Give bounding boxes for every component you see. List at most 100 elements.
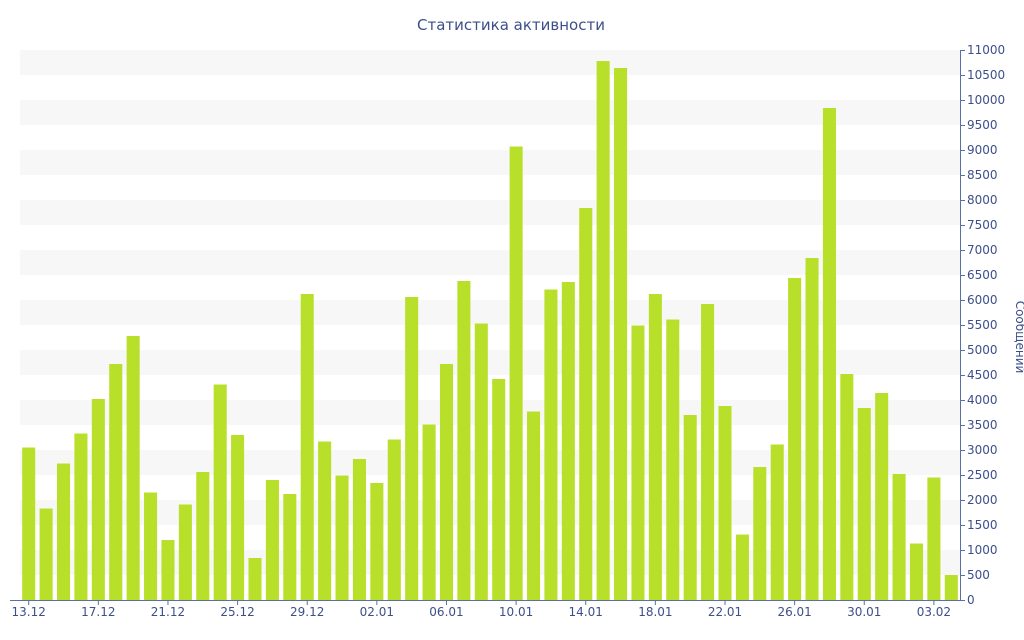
x-tick-label: 30.01 — [847, 605, 881, 619]
y-axis-label: Сообщений — [1013, 301, 1024, 374]
bar — [335, 475, 349, 600]
grid-band — [20, 100, 960, 125]
grid-band — [20, 550, 960, 575]
x-tick-label: 21.12 — [151, 605, 185, 619]
bar — [683, 415, 697, 600]
bar — [927, 477, 941, 600]
y-tick-label: 1500 — [967, 518, 998, 532]
x-tick-label: 25.12 — [220, 605, 254, 619]
grid-band — [20, 350, 960, 375]
y-tick-label: 9500 — [967, 118, 998, 132]
y-tick-label: 9000 — [967, 143, 998, 157]
bar — [39, 508, 53, 600]
x-tick-label: 03.02 — [917, 605, 951, 619]
y-tick-label: 2500 — [967, 468, 998, 482]
x-tick-label: 17.12 — [81, 605, 115, 619]
x-tick-label: 06.01 — [429, 605, 463, 619]
bar — [22, 447, 36, 600]
bar-series — [22, 61, 958, 600]
bar — [387, 439, 401, 600]
bar — [283, 494, 297, 600]
bar — [231, 435, 245, 600]
y-tick-label: 2000 — [967, 493, 998, 507]
bar — [213, 384, 227, 600]
bar — [579, 208, 593, 600]
grid-band — [20, 300, 960, 325]
bar — [718, 406, 732, 600]
bar — [788, 278, 802, 600]
y-tick-label: 8500 — [967, 168, 998, 182]
y-tick-label: 10500 — [967, 68, 1005, 82]
bar — [735, 534, 749, 600]
y-tick-label: 1000 — [967, 543, 998, 557]
bar — [352, 459, 366, 600]
y-tick-label: 500 — [967, 568, 990, 582]
y-tick-label: 5000 — [967, 343, 998, 357]
x-axis-ticks: 13.12 17.12 21.12 25.12 29.12 02.01 06.01 10.01… — [12, 600, 951, 619]
bar — [74, 433, 88, 600]
bar — [631, 325, 645, 600]
bar — [248, 558, 262, 600]
bar — [614, 68, 628, 600]
bar — [857, 408, 871, 600]
bar — [526, 411, 541, 600]
y-axis-ticks: 0 500 1000 1500 2000 2500 3000 3500 4000 4500 5000… — [960, 43, 1005, 607]
y-tick-label: 11000 — [967, 43, 1005, 57]
grid-band — [20, 50, 960, 75]
bar — [161, 540, 175, 600]
bar — [892, 474, 906, 600]
grid-bands — [20, 50, 960, 575]
bar — [753, 467, 767, 600]
bar — [544, 289, 558, 600]
grid-band — [20, 200, 960, 225]
bar — [56, 463, 71, 600]
bar — [701, 304, 715, 600]
x-tick-label: 22.01 — [708, 605, 742, 619]
bar — [422, 424, 436, 600]
grid-band — [20, 500, 960, 525]
bar — [805, 258, 819, 600]
bar — [596, 61, 610, 600]
x-tick-label: 29.12 — [290, 605, 324, 619]
bar — [178, 504, 192, 600]
bar — [318, 441, 332, 600]
bar — [300, 294, 314, 600]
x-tick-label: 26.01 — [777, 605, 811, 619]
bar — [370, 483, 384, 600]
grid-band — [20, 250, 960, 275]
bar — [91, 399, 105, 600]
grid-band — [20, 400, 960, 425]
bar — [944, 575, 958, 600]
grid-band — [20, 150, 960, 175]
bar — [405, 297, 419, 600]
y-tick-label: 3000 — [967, 443, 998, 457]
y-tick-label: 4000 — [967, 393, 998, 407]
x-tick-label: 18.01 — [638, 605, 672, 619]
x-tick-label: 02.01 — [360, 605, 394, 619]
y-tick-label: 3500 — [967, 418, 998, 432]
bar — [144, 492, 158, 600]
x-tick-label: 10.01 — [499, 605, 533, 619]
bar — [457, 281, 471, 600]
y-tick-label: 6500 — [967, 268, 998, 282]
y-tick-label: 5500 — [967, 318, 998, 332]
chart-title: Статистика активности — [417, 16, 605, 34]
y-tick-label: 4500 — [967, 368, 998, 382]
y-tick-label: 7000 — [967, 243, 998, 257]
bar — [840, 374, 854, 600]
bar — [474, 323, 488, 600]
bar — [909, 543, 924, 600]
x-tick-label: 13.12 — [12, 605, 46, 619]
y-tick-label: 6000 — [967, 293, 998, 307]
bar — [770, 444, 784, 600]
x-tick-label: 14.01 — [569, 605, 603, 619]
bar — [196, 472, 210, 600]
bar — [126, 336, 140, 600]
bar — [822, 108, 836, 600]
bar — [648, 294, 662, 600]
y-tick-label: 8000 — [967, 193, 998, 207]
bar — [666, 319, 680, 600]
y-tick-label: 0 — [967, 593, 975, 607]
bar — [561, 282, 575, 600]
